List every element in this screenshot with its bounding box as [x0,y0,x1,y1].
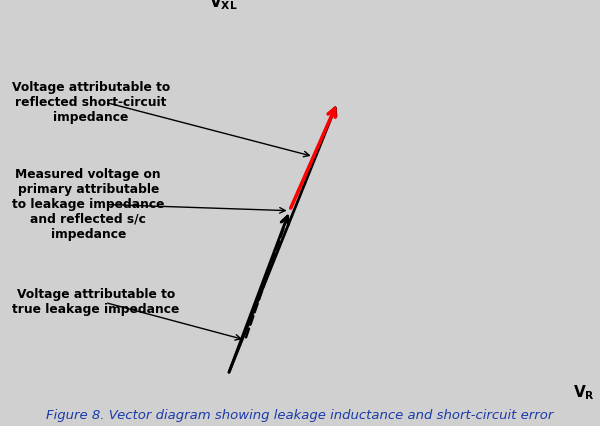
Text: Measured voltage on
primary attributable
to leakage impedance
and reflected s/c
: Measured voltage on primary attributable… [12,168,164,241]
Text: $\mathbf{V_{XL}}$: $\mathbf{V_{XL}}$ [209,0,237,12]
Text: Figure 8. Vector diagram showing leakage inductance and short-circuit error: Figure 8. Vector diagram showing leakage… [46,409,554,422]
Text: Voltage attributable to
true leakage impedance: Voltage attributable to true leakage imp… [12,288,179,317]
Text: Voltage attributable to
reflected short-circuit
impedance: Voltage attributable to reflected short-… [12,81,170,124]
Text: $\mathbf{V_R}$: $\mathbf{V_R}$ [573,383,595,402]
